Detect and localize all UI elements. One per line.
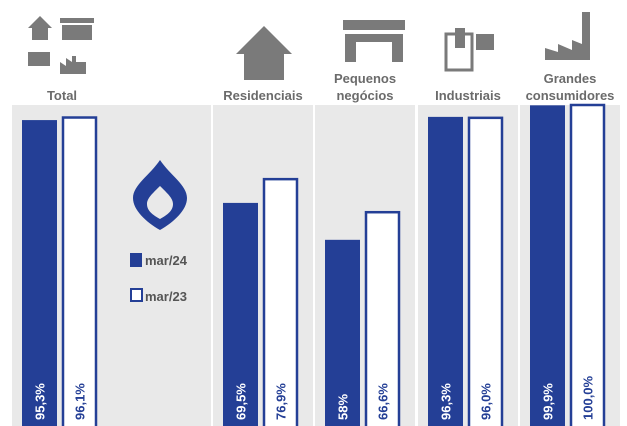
value-label: 69,5% — [234, 383, 249, 420]
category-label: Residenciais — [223, 88, 303, 103]
value-label: 66,6% — [376, 383, 391, 420]
category-label: Pequenos negócios — [333, 71, 397, 103]
value-label: 99,9% — [541, 383, 556, 420]
panels — [12, 105, 620, 426]
bar — [428, 116, 463, 426]
value-label: 96,3% — [439, 383, 454, 420]
bar — [467, 116, 504, 426]
bar — [61, 116, 98, 426]
value-label: 100,0% — [581, 375, 596, 420]
bar — [530, 105, 565, 426]
bar — [325, 239, 360, 426]
bar — [364, 210, 401, 426]
value-label: 76,9% — [274, 383, 289, 420]
icons — [28, 12, 590, 80]
legend-panel — [112, 105, 211, 426]
category-label: Industriais — [435, 88, 501, 103]
bar — [22, 120, 57, 426]
legend-label: mar/24 — [145, 253, 188, 268]
value-label: 58% — [336, 394, 351, 420]
legend-swatch — [130, 253, 142, 267]
category-label: Grandes consumidores — [525, 71, 615, 103]
logo — [133, 160, 187, 230]
value-label: 96,0% — [479, 383, 494, 420]
bar — [262, 177, 299, 426]
value-label: 96,1% — [73, 383, 88, 420]
category-label: Total — [46, 88, 78, 103]
legend-label: mar/23 — [145, 289, 187, 304]
legend-swatch — [130, 288, 143, 302]
value-label: 95,3% — [33, 383, 48, 420]
bar — [569, 103, 606, 426]
bar — [223, 202, 258, 426]
